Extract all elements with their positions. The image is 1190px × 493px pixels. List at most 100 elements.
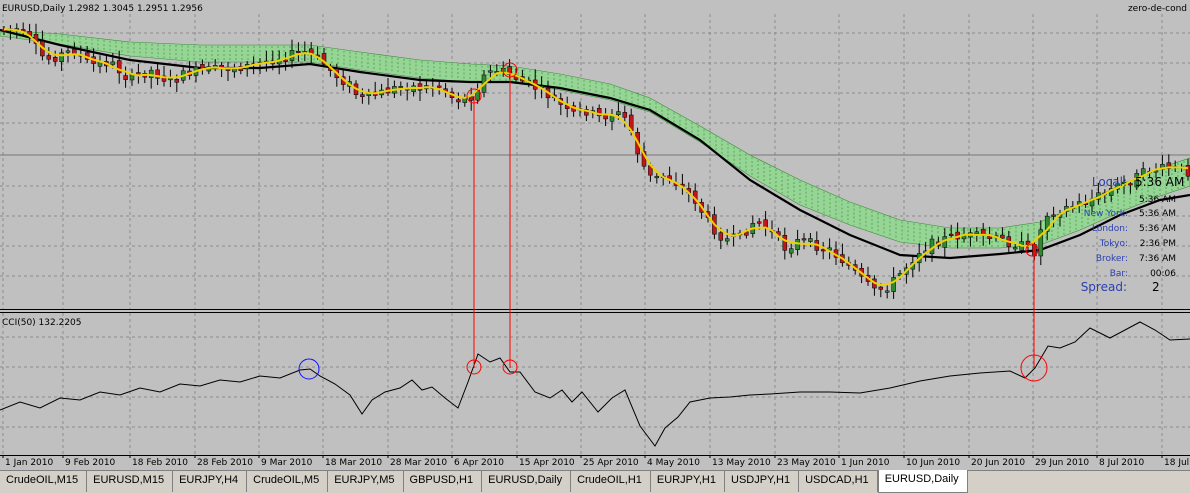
tab-crudeoil-h1[interactable]: CrudeOIL,H1 [571,471,651,492]
signal-circle [502,359,518,375]
signal-circle [466,88,482,104]
candle-body [1134,173,1140,188]
candle-body [724,238,730,242]
candle-body [1128,183,1133,186]
candle-body [1185,165,1190,177]
clock-panel: Local: 5:36 AM 5:36 AM New York: 5:36 AM… [1081,175,1185,294]
clock-row-time: 5:36 AM [1139,195,1176,205]
signal-circle [466,359,482,375]
candle-body [116,60,122,74]
clock-row-label: London: [1092,224,1128,234]
candle-body [59,52,64,62]
candle-body [974,231,980,234]
candle-body [756,221,762,224]
x-tick-label: 4 May 2010 [647,458,700,468]
tab-usdjpy-h1[interactable]: USDJPY,H1 [725,471,800,492]
candle-body [878,286,884,290]
x-axis-ticks: 1 Jan 2010 9 Feb 2010 18 Feb 2010 28 Feb 20… [0,455,1190,468]
tab-eurjpy-h4[interactable]: EURJPY,H4 [173,471,248,492]
candle-body [744,231,749,236]
candle-body [321,53,327,65]
signal-circle [1025,243,1039,257]
tab-crudeoil-m15[interactable]: CrudeOIL,M15 [0,471,88,492]
clock-row-time: 5:36 AM [1139,224,1176,234]
signal-circle [1020,354,1048,382]
candle-body [174,79,180,83]
candle-body [891,277,896,292]
tab-eurusd-m15[interactable]: EURUSD,M15 [87,471,174,492]
tab-usdcad-h1[interactable]: USDCAD,H1 [799,471,878,492]
candle-body [616,111,621,115]
candle-body [296,51,301,54]
indicator-label: CCI(50) 132.2205 [2,318,82,328]
candle-body [1038,229,1044,257]
x-tick-label: 28 Mar 2010 [390,458,447,468]
spread-value: 2 [1152,280,1160,294]
candle-body [52,57,58,62]
x-tick-label: 15 Apr 2010 [519,458,575,468]
candle-body [801,238,807,241]
candle-body [1044,215,1050,232]
candle-body [584,109,589,116]
highlight-circle [298,358,320,380]
tab-crudeoil-m5[interactable]: CrudeOIL,M5 [247,471,329,492]
candle-body [398,86,404,89]
candle-body [596,108,602,117]
candle-body [110,61,116,65]
chart-tab-bar: CrudeOIL,M15 EURUSD,M15 EURJPY,H4 CrudeO… [0,470,1190,493]
candle-body [46,55,52,60]
watermark-text: zero-de-cond [1128,4,1187,14]
candle-body [654,176,660,179]
x-tick-label: 6 Apr 2010 [454,458,504,468]
tab-gbpusd-h1[interactable]: GBPUSD,H1 [404,471,483,492]
candle-body [488,70,493,73]
candle-body [148,69,154,78]
signal-markers [298,62,1048,382]
tab-eurjpy-m5[interactable]: EURJPY,M5 [328,471,404,492]
price-chart[interactable]: EURUSD,Daily 1.2982 1.3045 1.2951 1.2956… [0,0,1190,470]
clock-row-time: 00:06 [1150,269,1176,279]
candle-body [820,249,826,252]
clock-row-time: 2:36 PM [1140,239,1176,249]
x-tick-label: 23 May 2010 [777,458,836,468]
x-tick-label: 1 Jun 2010 [841,458,890,468]
clock-row-label: Bar: [1110,269,1128,279]
clock-row-time: 5:36 AM [1139,209,1176,219]
candle-body [155,69,160,79]
candle-body [1051,214,1056,217]
candle-body [456,99,461,103]
clock-row-label: Tokyo: [1099,239,1128,249]
candle-body [718,232,724,241]
candle-body [168,78,173,81]
candle-body [948,233,954,236]
chart-header: EURUSD,Daily 1.2982 1.3045 1.2951 1.2956 [2,4,203,14]
candle-body [1012,247,1018,250]
tab-eurusd-daily[interactable]: EURUSD,Daily [482,471,572,492]
x-tick-label: 9 Mar 2010 [261,458,313,468]
signal-circle [502,62,518,78]
candle-body [1000,234,1005,239]
candle-body [763,219,768,228]
candle-body [1166,162,1172,169]
spread-label: Spread: [1081,280,1127,294]
x-tick-label: 29 Jun 2010 [1035,458,1089,468]
candle-body [622,112,628,118]
candle-body [161,75,167,82]
candle-body [20,29,26,32]
candle-body [123,75,128,80]
x-tick-label: 28 Feb 2010 [197,458,253,468]
fast-moving-average [3,28,1189,287]
x-tick-label: 8 Jul 2010 [1099,458,1144,468]
candle-body [360,94,365,97]
tab-eurusd-daily-active[interactable]: EURUSD,Daily [877,470,968,493]
tab-eurjpy-h1[interactable]: EURJPY,H1 [651,471,725,492]
cci-line [0,321,1190,447]
candle-body [788,248,794,254]
x-tick-label: 10 Jun 2010 [906,458,960,468]
x-tick-label: 18 Feb 2010 [132,458,188,468]
candle-body [468,96,474,101]
candle-body [884,290,890,293]
x-tick-label: 18 Jul 2010 [1164,458,1190,468]
candle-body [283,59,288,62]
candle-body [436,85,442,88]
